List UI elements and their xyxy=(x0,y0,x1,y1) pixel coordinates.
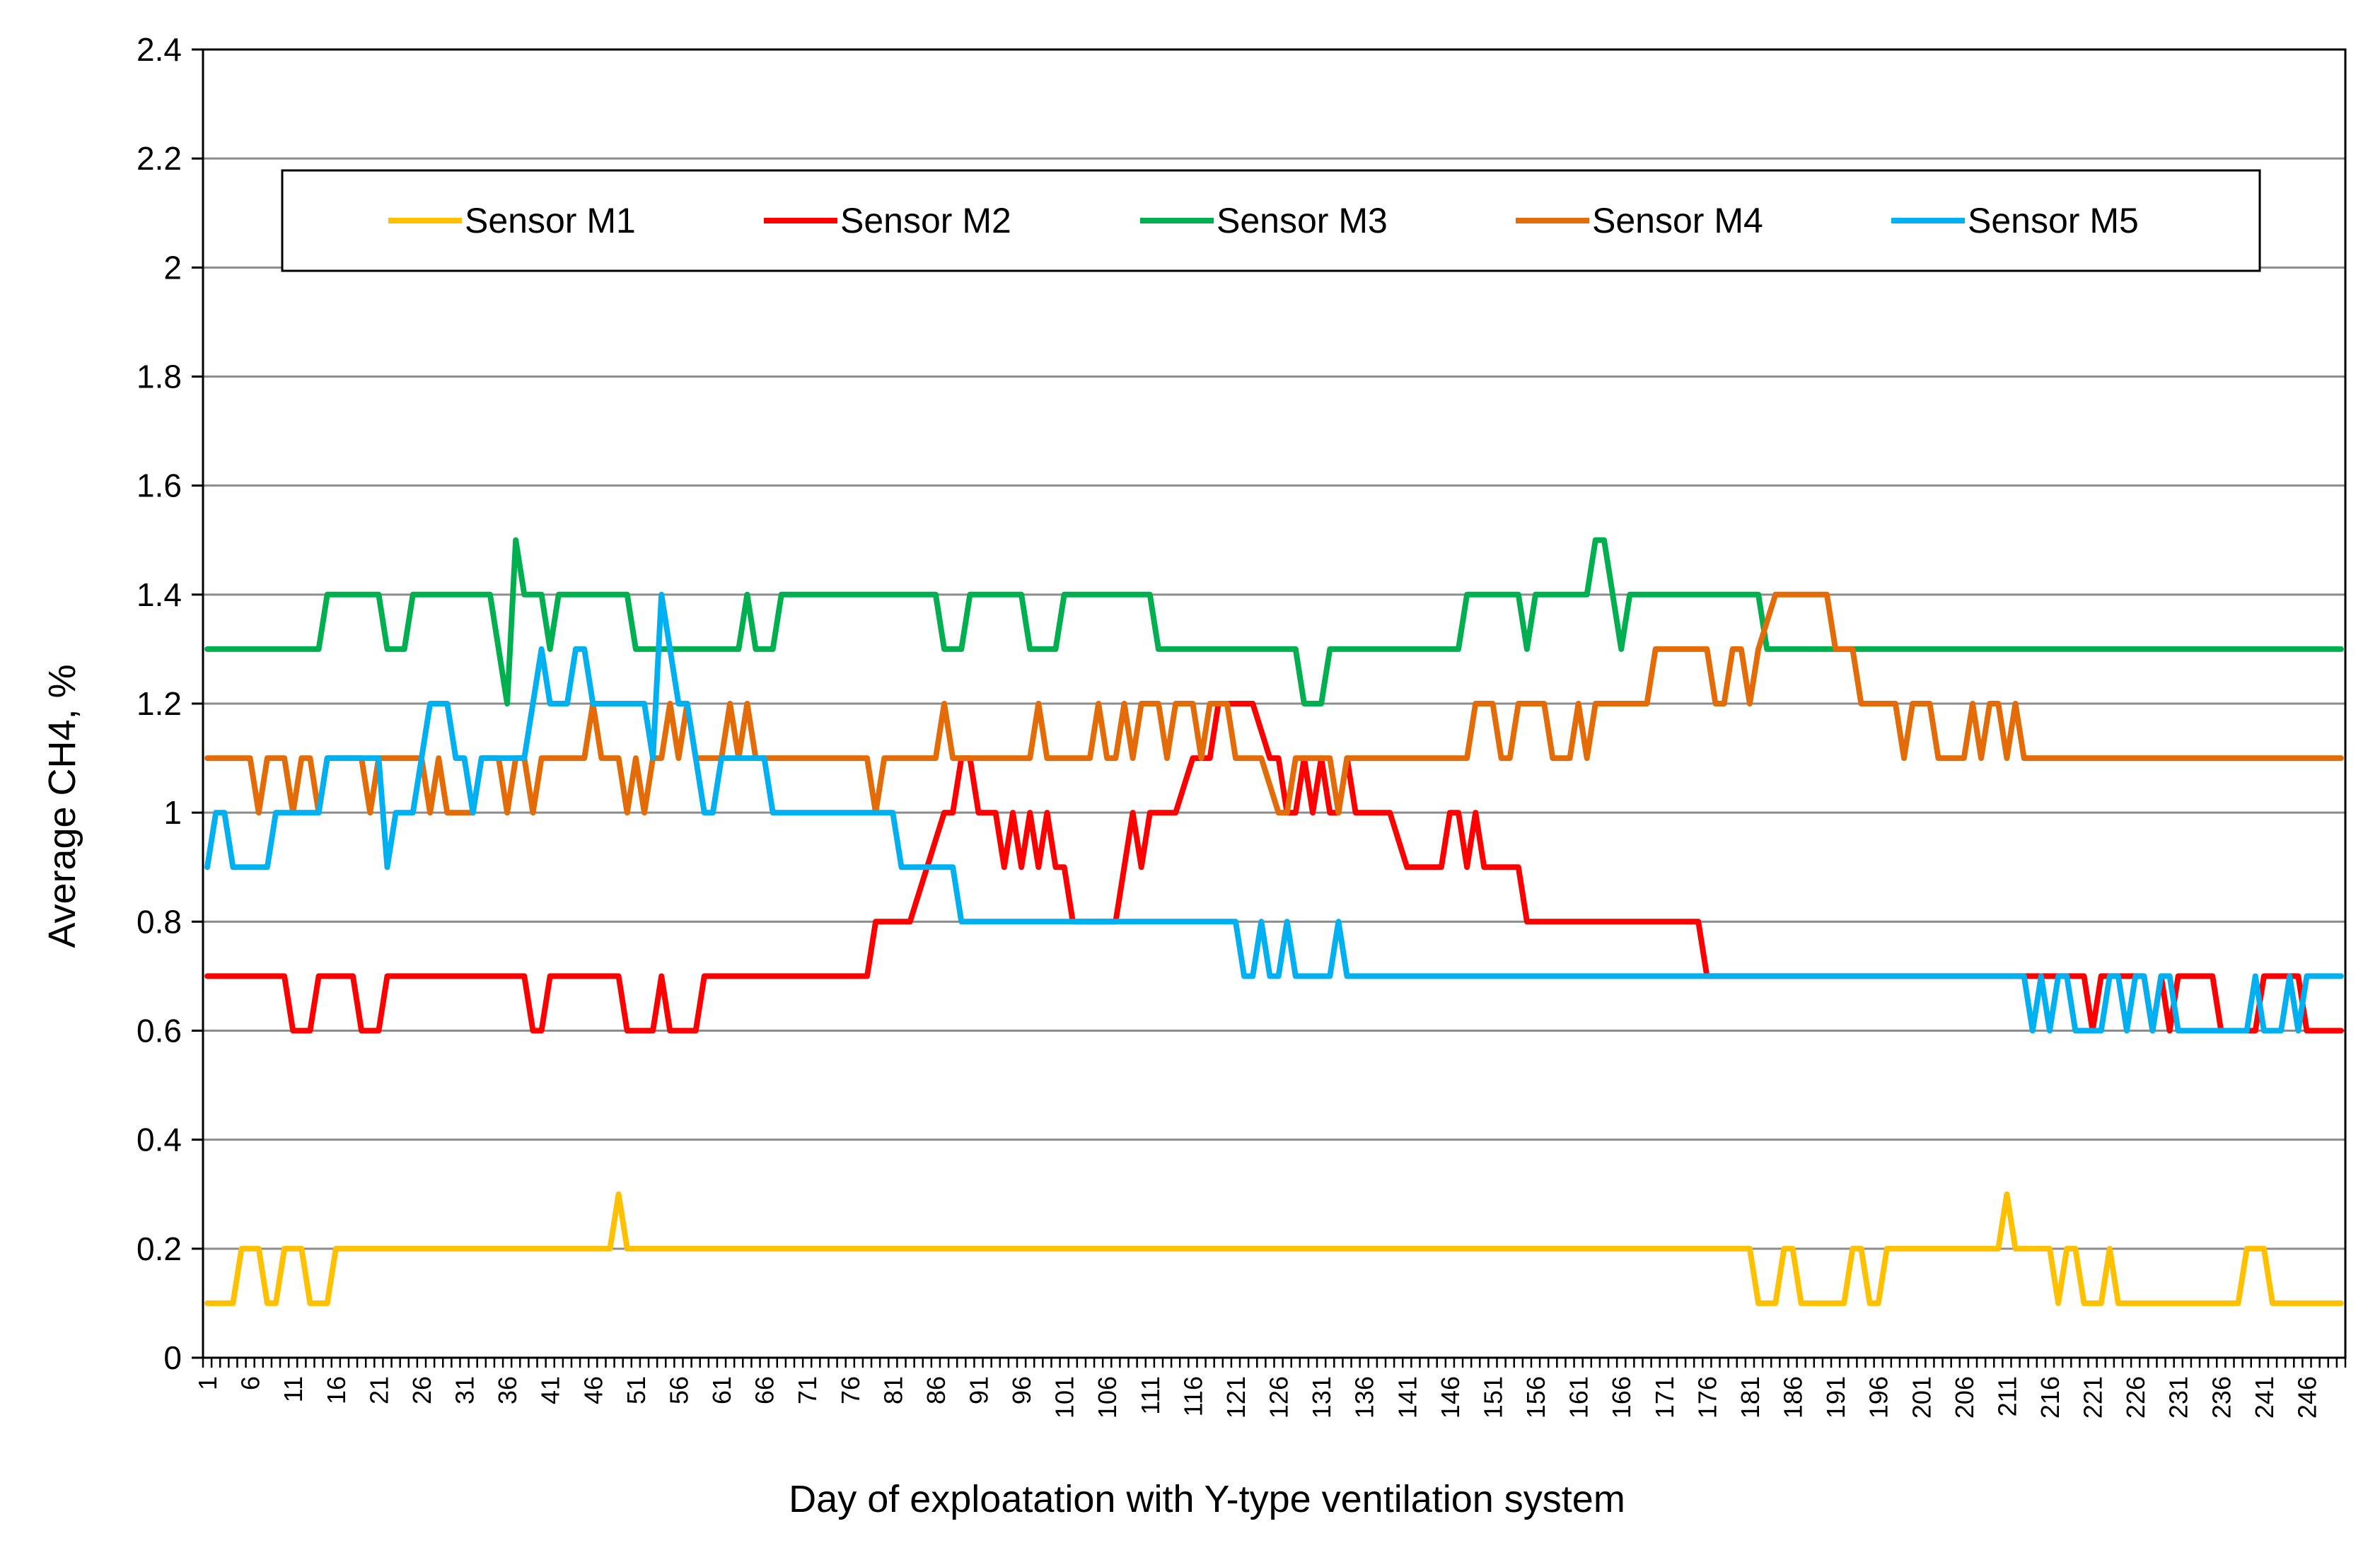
x-tick-label: 241 xyxy=(2250,1376,2279,1419)
x-tick-label: 196 xyxy=(1864,1376,1893,1419)
x-tick-label: 116 xyxy=(1178,1376,1207,1416)
x-tick-label: 156 xyxy=(1521,1376,1550,1419)
x-tick-label: 61 xyxy=(707,1376,736,1404)
y-tick-label: 0 xyxy=(163,1339,182,1376)
x-tick-label: 81 xyxy=(878,1376,907,1404)
x-tick-label: 226 xyxy=(2121,1376,2150,1419)
x-tick-label: 141 xyxy=(1393,1376,1422,1419)
y-tick-label: 1.4 xyxy=(137,576,182,613)
x-axis-title: Day of exploatation with Y-type ventilat… xyxy=(789,1478,1625,1520)
x-tick-label: 246 xyxy=(2292,1376,2321,1419)
legend-label: Sensor M5 xyxy=(1968,201,2139,240)
x-tick-label: 96 xyxy=(1007,1376,1036,1404)
x-tick-label: 11 xyxy=(279,1376,308,1402)
x-tick-label: 181 xyxy=(1736,1376,1765,1419)
series-line-sensor-m2 xyxy=(204,701,2344,1034)
y-tick-label: 2.4 xyxy=(137,31,182,68)
x-tick-label: 86 xyxy=(922,1376,951,1404)
x-tick-label: 21 xyxy=(364,1376,393,1404)
x-tick-label: 121 xyxy=(1221,1376,1250,1419)
x-tick-label: 161 xyxy=(1565,1376,1594,1419)
x-tick-label: 191 xyxy=(1821,1376,1850,1419)
series-line-sensor-m5 xyxy=(204,591,2344,1034)
x-tick-label: 171 xyxy=(1650,1376,1679,1419)
x-tick-label: 26 xyxy=(407,1376,436,1404)
x-tick-label: 186 xyxy=(1779,1376,1808,1419)
x-tick-label: 16 xyxy=(322,1376,351,1404)
y-tick-label: 1.2 xyxy=(137,685,182,722)
x-tick-label: 76 xyxy=(836,1376,865,1404)
y-tick-label: 0.8 xyxy=(137,903,182,940)
x-tick-label: 106 xyxy=(1093,1376,1122,1419)
x-tick-label: 51 xyxy=(622,1376,651,1404)
x-tick-label: 101 xyxy=(1050,1376,1079,1419)
series-line-sensor-m3 xyxy=(204,537,2344,706)
x-tick-label: 56 xyxy=(664,1376,693,1404)
x-tick-label: 131 xyxy=(1307,1376,1336,1419)
x-tick-label: 236 xyxy=(2207,1376,2236,1419)
x-tick-label: 176 xyxy=(1693,1376,1722,1419)
x-tick-label: 71 xyxy=(793,1376,822,1404)
x-tick-label: 166 xyxy=(1607,1376,1636,1419)
y-tick-label: 1 xyxy=(163,794,182,831)
x-tick-label: 46 xyxy=(579,1376,608,1404)
legend-label: Sensor M1 xyxy=(465,201,636,240)
axes: 00.20.40.60.811.21.41.61.822.22.41 6 11 16 2… xyxy=(137,31,2347,1419)
y-tick-label: 1.6 xyxy=(137,467,182,504)
x-tick-label: 201 xyxy=(1907,1376,1936,1419)
y-tick-label: 0.4 xyxy=(137,1122,182,1158)
x-tick-label: 211 xyxy=(1992,1376,2021,1416)
legend-label: Sensor M3 xyxy=(1217,201,1388,240)
x-tick-label: 91 xyxy=(964,1376,993,1404)
series-lines xyxy=(204,537,2344,1306)
x-tick-label: 136 xyxy=(1350,1376,1379,1419)
x-tick-label: 1 xyxy=(193,1376,222,1390)
y-tick-label: 2.2 xyxy=(137,140,182,177)
x-tick-label: 31 xyxy=(451,1376,480,1404)
x-tick-label: 36 xyxy=(493,1376,522,1404)
legend-label: Sensor M2 xyxy=(840,201,1011,240)
legend: Sensor M1 Sensor M2 Sensor M3 Sensor M4 Sens… xyxy=(281,169,2261,272)
y-tick-label: 1.8 xyxy=(137,359,182,395)
series-line-sensor-m1 xyxy=(204,1191,2344,1306)
x-tick-label: 126 xyxy=(1265,1376,1294,1419)
x-tick-label: 216 xyxy=(2036,1376,2065,1419)
legend-label: Sensor M4 xyxy=(1592,201,1763,240)
x-tick-label: 146 xyxy=(1436,1376,1465,1419)
y-axis-title: Average CH4, % xyxy=(41,664,83,948)
y-tick-label: 2 xyxy=(163,249,182,286)
x-tick-label: 41 xyxy=(536,1376,565,1404)
y-tick-label: 0.2 xyxy=(137,1230,182,1267)
x-tick-label: 66 xyxy=(750,1376,779,1404)
y-tick-label: 0.6 xyxy=(137,1013,182,1049)
x-tick-label: 231 xyxy=(2164,1376,2193,1419)
x-tick-label: 206 xyxy=(1950,1376,1979,1419)
x-tick-label: 6 xyxy=(236,1376,265,1390)
x-tick-label: 221 xyxy=(2079,1376,2108,1419)
x-tick-label: 151 xyxy=(1478,1376,1507,1419)
x-tick-label: 111 xyxy=(1136,1376,1165,1415)
